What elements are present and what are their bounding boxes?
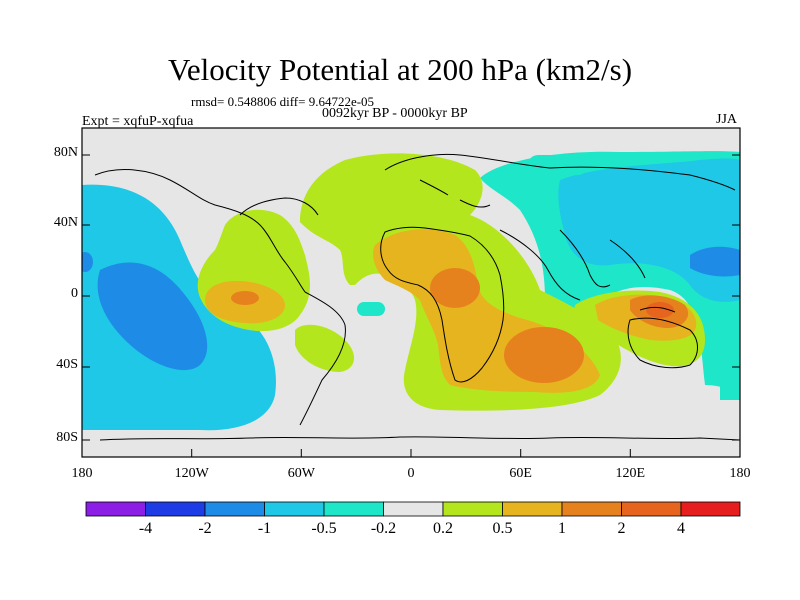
lon-tick-label: 120W <box>174 466 209 481</box>
colorbar-label: 2 <box>617 520 626 537</box>
lon-tick-label: 60E <box>509 466 532 481</box>
map-title: Velocity Potential at 200 hPa (km2/s) <box>167 52 633 87</box>
colorbar-label: -4 <box>138 520 153 537</box>
lon-tick-label: 180 <box>71 466 93 481</box>
lat-tick-label: 80N <box>53 145 78 160</box>
colorbar-bin <box>204 501 265 517</box>
lon-tick-label: 60W <box>287 466 315 481</box>
lat-tick-label: 0 <box>71 286 78 301</box>
lat-tick-marks <box>82 154 740 441</box>
colorbar-bin <box>442 501 503 517</box>
colorbar-bin <box>680 501 741 517</box>
lat-tick-label: 80S <box>56 430 78 445</box>
colorbar-bin <box>383 501 444 517</box>
colorbar-label: 4 <box>677 520 685 537</box>
stats-label: rmsd= 0.548806 diff= 9.64722e-05 <box>191 94 375 109</box>
south-america-positive <box>295 324 355 372</box>
colorbar-label: -0.5 <box>311 520 337 537</box>
lon-tick-label: 0 <box>407 466 415 481</box>
colorbar-bin <box>323 501 384 517</box>
colorbar-bin <box>264 501 325 517</box>
colorbar-label: -0.2 <box>370 520 397 537</box>
period-label: 0092kyr BP - 0000kyr BP <box>322 106 468 121</box>
pacific-west-blue <box>82 252 93 272</box>
colorbar-label: 1 <box>558 520 566 537</box>
lat-tick-label: 40N <box>53 215 78 230</box>
colorbar-bin <box>145 501 206 517</box>
map-field <box>82 128 740 457</box>
colorbar-bin <box>85 501 146 517</box>
atlantic-teal-patch <box>357 302 385 316</box>
east-pacific-teal <box>720 361 740 400</box>
experiment-label: Expt = xqfuP-xqfua <box>82 114 194 129</box>
lon-tick-marks <box>81 449 741 457</box>
south-atlantic-orange-core <box>504 327 584 383</box>
andes-orange-core <box>231 291 259 305</box>
colorbar-bin <box>561 501 622 517</box>
africa-orange-core <box>430 268 480 308</box>
lon-tick-label: 120E <box>615 466 646 481</box>
lat-tick-label: 40S <box>56 357 78 372</box>
colorbar-label: 0.5 <box>492 520 513 537</box>
indonesia-red-core <box>646 302 674 318</box>
season-label: JJA <box>716 112 738 127</box>
lon-tick-label: 180 <box>729 466 751 481</box>
colorbar-label: 0.2 <box>433 520 453 537</box>
asia-negative-core <box>690 246 740 277</box>
coastlines <box>94 153 740 441</box>
arctic-teal-patch <box>528 155 588 175</box>
pacific-negative-core <box>97 262 208 371</box>
colorbar-label: -1 <box>257 520 272 537</box>
colorbar-bin <box>502 501 563 517</box>
colorbar <box>85 501 741 517</box>
colorbar-label: -2 <box>198 520 212 537</box>
colorbar-bin <box>621 501 682 517</box>
